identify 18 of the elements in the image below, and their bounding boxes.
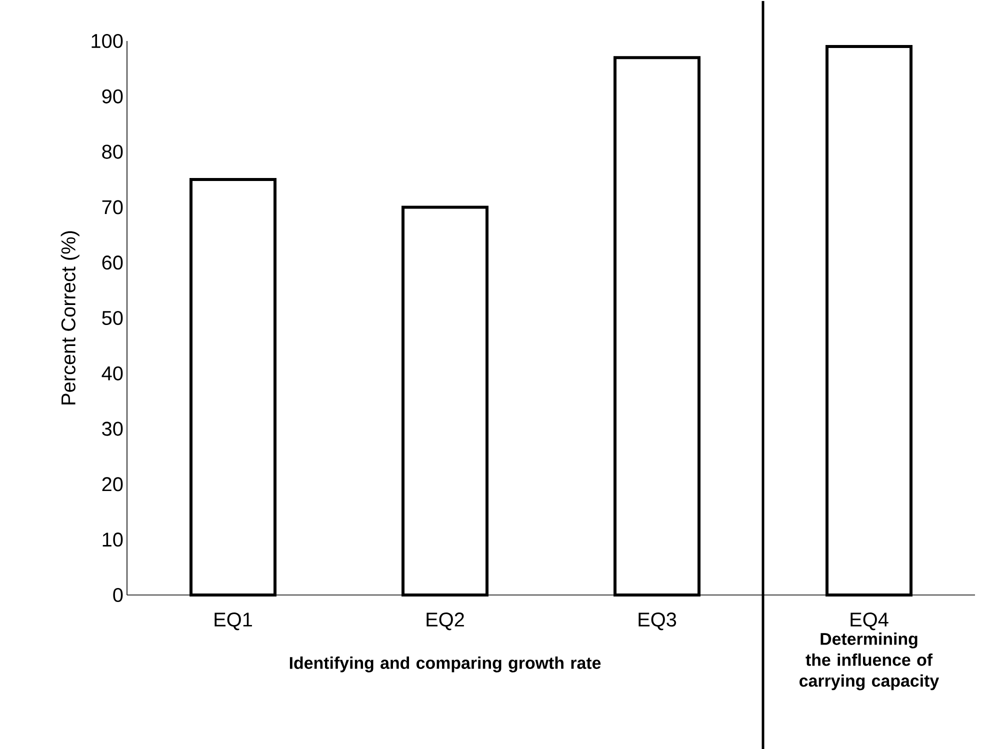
y-tick-label: 20 bbox=[102, 477, 123, 492]
text: Determining the influence of carrying capacity bbox=[800, 632, 940, 690]
y-tick-label: 30 bbox=[102, 422, 123, 436]
y-tick-label: 10 bbox=[102, 532, 123, 547]
text: Identifying and comparing growth rate bbox=[290, 656, 601, 672]
y-tick-label: 60 bbox=[102, 256, 123, 270]
x-tick-label: EQ2 bbox=[426, 612, 464, 630]
y-tick-label: 70 bbox=[102, 200, 123, 214]
y-axis-title: Percent Correct (%) bbox=[60, 231, 80, 404]
y-tick-label: 0 bbox=[113, 588, 123, 602]
y-tick-label: 50 bbox=[102, 310, 123, 326]
y-tick-label: 40 bbox=[102, 366, 123, 380]
y-tick-label: 90 bbox=[102, 89, 123, 104]
y-tick-label: 100 bbox=[92, 34, 123, 48]
x-tick-label: EQ4 bbox=[850, 612, 888, 630]
x-tick-label: EQ3 bbox=[638, 612, 676, 630]
y-tick-label: 80 bbox=[102, 144, 123, 159]
x-tick-label: EQ1 bbox=[214, 612, 252, 630]
